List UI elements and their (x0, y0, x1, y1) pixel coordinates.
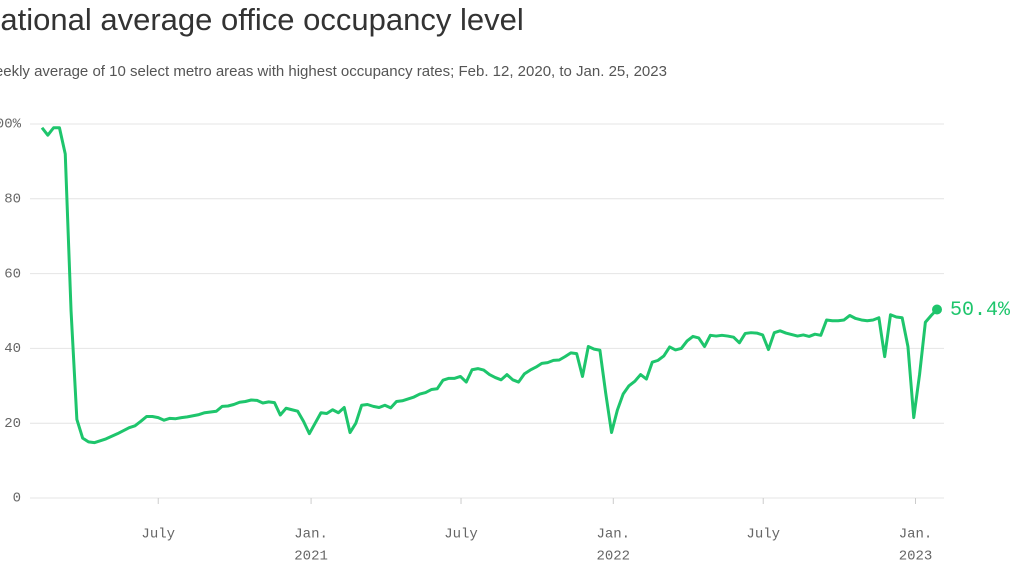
x-tick-label: July (141, 527, 175, 543)
y-tick-label: 0 (13, 491, 21, 507)
x-tick-year: 2022 (596, 549, 630, 565)
y-tick-label: 60 (4, 266, 21, 282)
y-tick-label: 100% (0, 117, 22, 133)
x-tick-year: 2021 (294, 549, 328, 565)
x-tick-label: Jan. (899, 527, 933, 543)
x-tick-label: July (444, 527, 478, 543)
x-tick-label: Jan. (596, 527, 630, 543)
x-tick-label: July (746, 527, 780, 543)
line (40, 126, 939, 445)
y-tick-label: 40 (4, 341, 21, 357)
chart-subtitle: Weekly average of 10 select metro areas … (0, 63, 667, 80)
x-tick-label: Jan. (294, 527, 328, 543)
y-tick-label: 20 (4, 416, 21, 432)
end-point (932, 304, 942, 315)
x-tick-year: 2023 (899, 549, 933, 565)
value-label: 50.4% (950, 299, 1011, 322)
y-tick-label: 80 (4, 192, 21, 208)
chart-title: National average office occupancy level (0, 2, 524, 37)
